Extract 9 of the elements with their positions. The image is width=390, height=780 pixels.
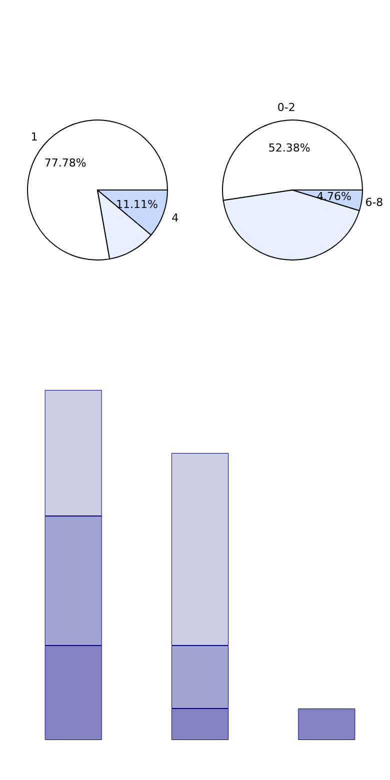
data-label: 11.11% bbox=[116, 198, 158, 211]
slice-label: 4 bbox=[172, 212, 179, 225]
slice-label: 0-2 bbox=[277, 101, 296, 114]
data-label: 52.38% bbox=[268, 142, 310, 155]
slice-label: 6-8 bbox=[365, 196, 384, 209]
slice-label: 1 bbox=[30, 130, 38, 144]
data-label: 77.78% bbox=[44, 156, 86, 170]
data-label: 4.76% bbox=[316, 190, 352, 203]
bar bbox=[298, 708, 356, 740]
